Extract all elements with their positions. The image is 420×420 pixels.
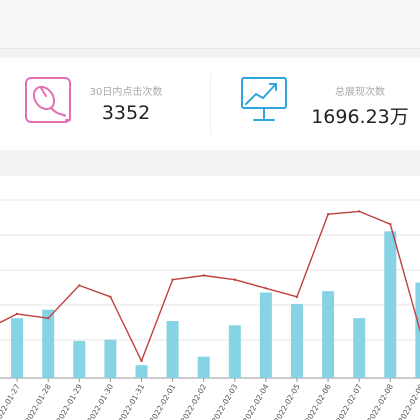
x-tick-label: 2022-02-08 [365, 382, 395, 420]
x-tick-label: 2022-01-27 [0, 382, 22, 420]
bar [322, 291, 335, 378]
trend-point [202, 274, 205, 277]
x-tick-label: 2022-01-29 [54, 382, 84, 420]
x-tick-label: 2022-01-30 [86, 382, 116, 420]
trend-point [15, 312, 19, 316]
trend-point [233, 278, 236, 281]
x-tick-label: 2022-02-05 [272, 382, 302, 420]
top-panel [0, 0, 420, 48]
bar [135, 365, 148, 378]
trend-point [78, 284, 81, 287]
trend-point [140, 359, 143, 363]
x-tick-label: 2022-02-07 [334, 382, 364, 420]
x-tick-label: 2022-02-09 [397, 382, 420, 420]
stats-divider [210, 74, 211, 134]
trend-point [47, 316, 50, 320]
trend-point [358, 210, 361, 213]
trend-points [15, 210, 392, 363]
bar [415, 282, 420, 378]
x-tick-label: 2022-01-28 [23, 382, 53, 420]
stat-click-count-label: 30日内点击次数 [89, 87, 163, 98]
bar [42, 309, 55, 378]
x-tick-label: 2022-02-02 [179, 382, 209, 420]
mouse-icon [20, 70, 82, 132]
stat-click-count-value: 3352 [101, 102, 151, 124]
gridlines [0, 199, 420, 341]
monitor-chart-icon-svg [241, 77, 287, 121]
x-tick-label: 2022-02-01 [148, 382, 178, 420]
x-tick-label: 2022-01-31 [117, 382, 147, 420]
trend-point [109, 295, 112, 299]
bar [11, 318, 24, 378]
trend-point [295, 295, 299, 299]
bar [104, 339, 117, 378]
x-tick-label: 2022-02-06 [303, 382, 333, 420]
trend-point [171, 278, 174, 281]
stats-card: 30日内点击次数 3352 总展现次数 1696.23万 [0, 58, 420, 150]
trend-line [0, 210, 420, 362]
stat-impressions-value: 1696.23万 [311, 106, 409, 128]
trend-point [389, 223, 392, 226]
x-tick-label: 2022-02-04 [241, 382, 271, 420]
x-tick-label: 2022-02-03 [210, 382, 240, 420]
x-ticks [16, 378, 391, 382]
mouse-icon-svg [25, 77, 71, 123]
bar [73, 340, 86, 378]
x-tick-labels: 2022-01-262022-01-272022-01-282022-01-29… [0, 382, 420, 420]
trend-chart-panel: 2022-01-262022-01-272022-01-282022-01-29… [0, 176, 420, 420]
bar [259, 292, 272, 378]
trend-point [264, 287, 268, 290]
trend-chart: 2022-01-262022-01-272022-01-282022-01-29… [0, 199, 420, 420]
bar [197, 356, 210, 378]
bar-series [11, 231, 420, 378]
trend-point [326, 213, 330, 216]
bar [291, 303, 303, 378]
bar [353, 318, 366, 378]
bar [228, 325, 241, 378]
bar [166, 321, 179, 378]
monitor-chart-icon [236, 70, 298, 132]
bar [384, 231, 397, 378]
top-divider [0, 48, 420, 49]
stat-impressions-label: 总展现次数 [335, 87, 385, 98]
